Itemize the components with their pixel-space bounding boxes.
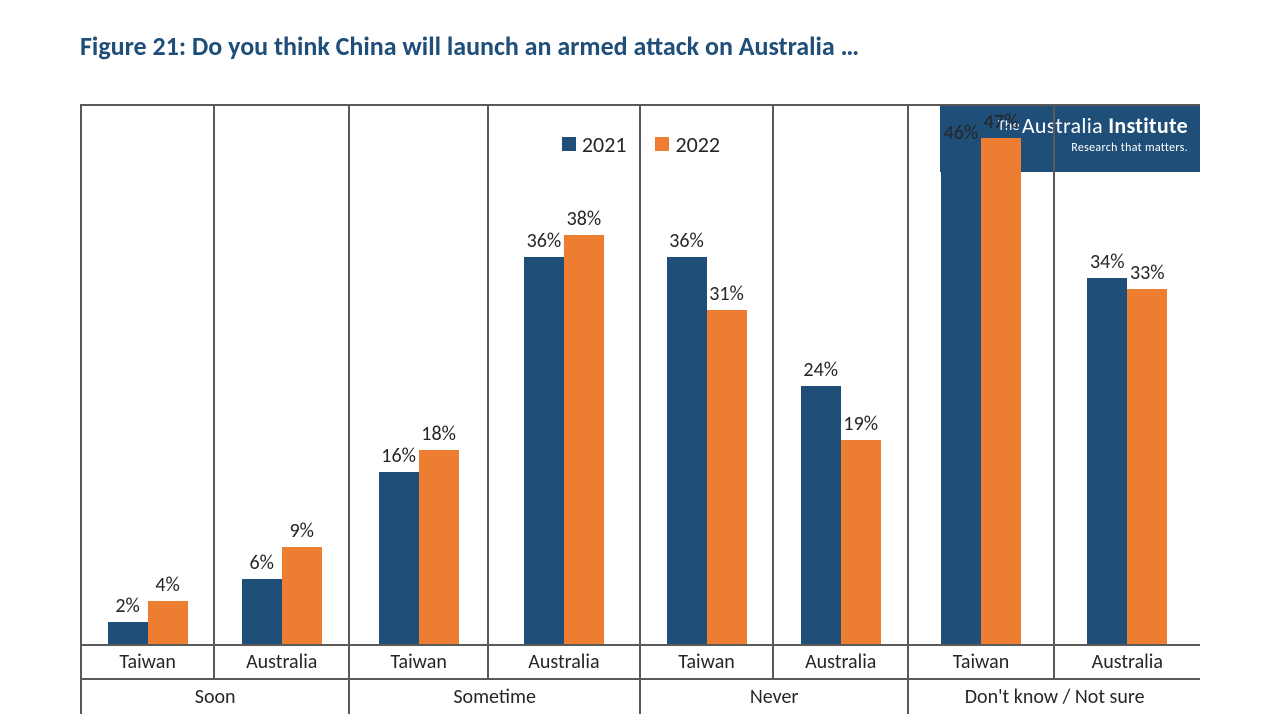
bars-area: 6%9% [215, 106, 348, 644]
subgroup-1-0: 16%18%Taiwan [350, 106, 489, 678]
bar-value-label: 18% [421, 422, 456, 446]
subgroup-label: Australia [774, 644, 907, 678]
subgroup-label: Taiwan [909, 644, 1052, 678]
subgroup-label: Australia [489, 644, 639, 678]
bar-2021: 24% [801, 386, 841, 644]
bars-area: 16%18% [350, 106, 487, 644]
bar-pair: 16%18% [350, 450, 487, 644]
bar-2022: 33% [1127, 289, 1167, 644]
group-3: 46%47%Taiwan34%33%AustraliaDon't know / … [909, 106, 1200, 714]
bars-area: 46%47% [909, 106, 1052, 644]
bar-2021: 36% [667, 257, 707, 644]
subgroups-row: 36%31%Taiwan24%19%Australia [641, 106, 907, 680]
subgroup-3-1: 34%33%Australia [1055, 106, 1200, 678]
bar-value-label: 2% [115, 594, 139, 618]
bar-2021: 2% [108, 622, 148, 644]
subgroup-label: Taiwan [82, 644, 213, 678]
group-2: 36%31%Taiwan24%19%AustraliaNever [641, 106, 909, 714]
figure-title: Figure 21: Do you think China will launc… [0, 0, 1280, 62]
bar-2021: 36% [524, 257, 564, 644]
bar-value-label: 36% [669, 229, 704, 253]
subgroup-label: Australia [215, 644, 348, 678]
subgroups-row: 46%47%Taiwan34%33%Australia [909, 106, 1200, 680]
bar-2021: 6% [242, 579, 282, 644]
bars-area: 36%38% [489, 106, 639, 644]
chart-area: 2021 2022 TheAustralia Institute Researc… [80, 104, 1200, 714]
bar-value-label: 16% [381, 444, 416, 468]
bar-value-label: 38% [567, 207, 602, 231]
bars-area: 34%33% [1055, 106, 1200, 644]
bar-value-label: 24% [803, 358, 838, 382]
bar-2022: 4% [148, 601, 188, 644]
bar-pair: 46%47% [909, 138, 1052, 644]
bar-2022: 38% [564, 235, 604, 644]
bar-value-label: 9% [290, 519, 314, 543]
bar-value-label: 33% [1130, 261, 1165, 285]
bar-pair: 34%33% [1055, 278, 1200, 644]
bar-value-label: 31% [709, 282, 744, 306]
subgroup-1-1: 36%38%Australia [489, 106, 639, 678]
bar-value-label: 19% [843, 412, 878, 436]
bar-2021: 34% [1087, 278, 1127, 644]
group-1: 16%18%Taiwan36%38%AustraliaSometime [350, 106, 641, 714]
bar-2022: 31% [707, 310, 747, 644]
subgroup-2-0: 36%31%Taiwan [641, 106, 774, 678]
bar-value-label: 47% [984, 110, 1019, 134]
bar-2022: 9% [282, 547, 322, 644]
subgroup-label: Australia [1055, 644, 1200, 678]
subgroups-row: 16%18%Taiwan36%38%Australia [350, 106, 639, 680]
bar-value-label: 46% [944, 121, 979, 145]
bar-value-label: 34% [1090, 250, 1125, 274]
bar-pair: 2%4% [82, 601, 213, 644]
group-label: Don't know / Not sure [909, 680, 1200, 714]
subgroup-label: Taiwan [641, 644, 772, 678]
bars-area: 36%31% [641, 106, 772, 644]
subgroup-0-0: 2%4%Taiwan [82, 106, 215, 678]
bar-value-label: 6% [250, 551, 274, 575]
bar-pair: 36%38% [489, 235, 639, 644]
bar-value-label: 36% [527, 229, 562, 253]
bar-value-label: 4% [155, 573, 179, 597]
bar-pair: 24%19% [774, 386, 907, 644]
bar-2021: 16% [379, 472, 419, 644]
group-label: Never [641, 680, 907, 714]
subgroup-0-1: 6%9%Australia [215, 106, 348, 678]
subgroups-row: 2%4%Taiwan6%9%Australia [82, 106, 348, 680]
group-0: 2%4%Taiwan6%9%AustraliaSoon [82, 106, 350, 714]
bars-area: 24%19% [774, 106, 907, 644]
bar-pair: 36%31% [641, 257, 772, 644]
group-label: Sometime [350, 680, 639, 714]
bar-2021: 46% [941, 149, 981, 644]
subgroup-2-1: 24%19%Australia [774, 106, 907, 678]
bars-area: 2%4% [82, 106, 213, 644]
bar-2022: 19% [841, 440, 881, 644]
bar-pair: 6%9% [215, 547, 348, 644]
group-label: Soon [82, 680, 348, 714]
bar-2022: 18% [419, 450, 459, 644]
subgroup-3-0: 46%47%Taiwan [909, 106, 1054, 678]
chart-groups: 2%4%Taiwan6%9%AustraliaSoon16%18%Taiwan3… [82, 106, 1200, 714]
bar-2022: 47% [981, 138, 1021, 644]
subgroup-label: Taiwan [350, 644, 487, 678]
